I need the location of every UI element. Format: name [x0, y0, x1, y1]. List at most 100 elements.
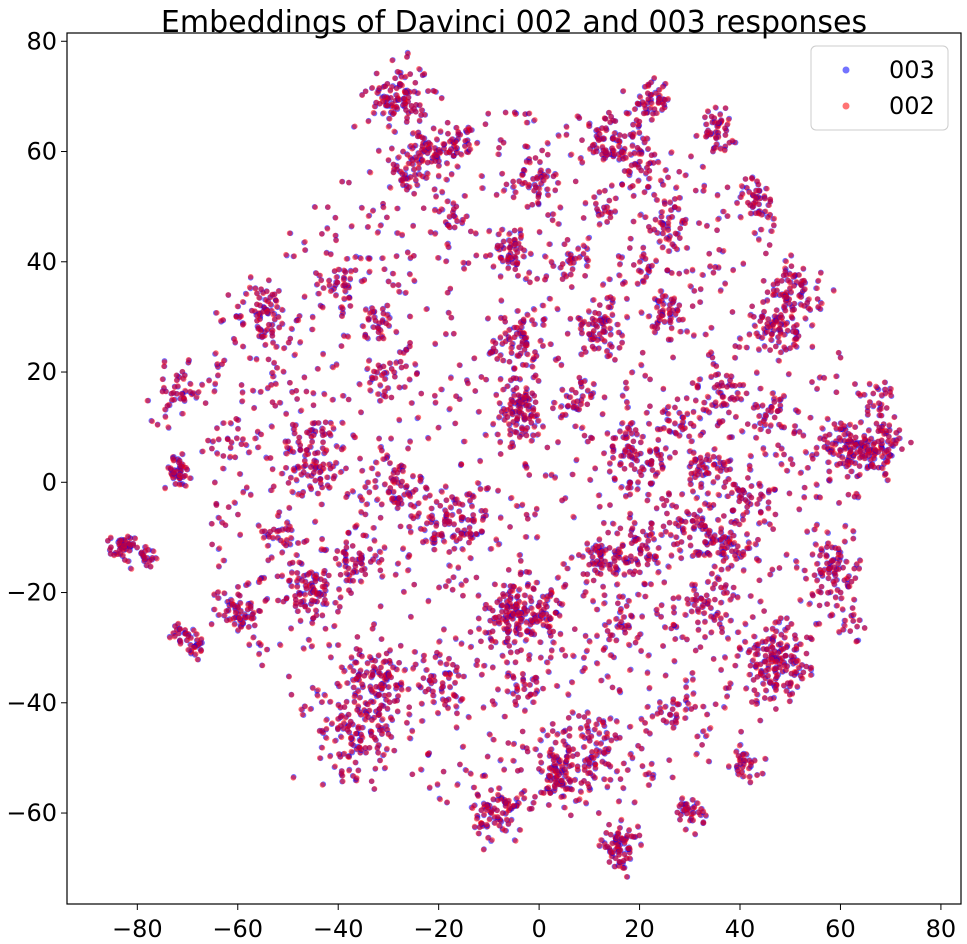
point-002 [225, 504, 232, 510]
point-002 [296, 559, 302, 566]
point-002 [440, 768, 447, 775]
point-002 [555, 574, 562, 581]
point-002 [435, 425, 442, 431]
point-002 [258, 286, 264, 292]
point-002 [239, 343, 246, 350]
point-002 [545, 212, 551, 218]
point-002 [660, 385, 667, 392]
point-002 [367, 387, 373, 393]
point-002 [581, 654, 587, 661]
point-002 [645, 782, 652, 788]
point-002 [807, 415, 813, 421]
point-002 [170, 456, 176, 462]
point-002 [497, 352, 503, 359]
point-002 [447, 285, 454, 292]
point-002 [245, 624, 252, 630]
y-tick-label: 0 [42, 468, 57, 496]
point-002 [443, 176, 449, 183]
point-002 [319, 231, 325, 237]
point-002 [814, 385, 820, 392]
point-002 [289, 389, 296, 396]
point-002 [620, 785, 626, 791]
point-002 [425, 88, 432, 94]
point-002 [235, 426, 241, 432]
point-002 [283, 411, 290, 418]
point-002 [368, 686, 375, 693]
point-002 [507, 427, 513, 433]
point-002 [128, 566, 135, 572]
point-002 [228, 439, 235, 445]
point-002 [727, 597, 733, 603]
point-002 [803, 576, 810, 582]
point-002 [523, 511, 530, 518]
point-002 [835, 349, 842, 356]
point-002 [395, 500, 401, 507]
point-002 [355, 673, 362, 679]
point-002 [316, 290, 322, 297]
point-002 [390, 477, 397, 483]
point-002 [644, 670, 651, 677]
point-002 [439, 683, 446, 690]
point-002 [502, 713, 509, 720]
point-002 [424, 174, 430, 181]
point-002 [821, 375, 828, 381]
point-002 [336, 603, 343, 610]
point-002 [776, 565, 783, 571]
point-002 [352, 730, 359, 737]
point-002 [433, 498, 440, 505]
point-002 [678, 539, 684, 545]
point-002 [410, 472, 416, 479]
point-002 [813, 542, 819, 548]
point-002 [779, 461, 785, 468]
point-002 [658, 602, 665, 609]
point-002 [148, 563, 154, 570]
point-002 [446, 310, 452, 316]
point-002 [432, 231, 438, 237]
point-002 [430, 692, 436, 699]
point-002 [438, 386, 444, 393]
point-002 [352, 560, 359, 567]
point-002 [687, 283, 693, 289]
point-002 [376, 85, 383, 91]
point-002 [322, 419, 329, 426]
point-002 [555, 439, 561, 445]
point-002 [455, 673, 462, 679]
point-002 [328, 251, 334, 258]
point-002 [296, 592, 303, 598]
point-002 [225, 292, 231, 298]
point-002 [570, 513, 576, 520]
point-002 [526, 656, 532, 663]
x-tick-label: 40 [725, 915, 756, 943]
point-002 [653, 505, 660, 511]
point-002 [609, 311, 616, 318]
point-002 [231, 621, 238, 628]
point-002 [362, 744, 369, 751]
point-002 [267, 528, 274, 535]
point-002 [344, 680, 350, 686]
point-002 [177, 626, 183, 632]
point-002 [432, 392, 438, 399]
point-002 [756, 237, 762, 243]
point-002 [337, 572, 344, 578]
point-002 [411, 191, 418, 197]
point-002 [833, 373, 839, 380]
point-002 [219, 361, 226, 367]
point-002 [339, 313, 346, 320]
point-002 [214, 451, 221, 457]
point-002 [238, 382, 245, 389]
point-002 [275, 288, 282, 295]
point-002 [796, 506, 802, 512]
point-002 [252, 285, 259, 292]
point-002 [220, 453, 227, 459]
point-002 [665, 411, 672, 417]
point-002 [378, 702, 384, 709]
point-002 [327, 753, 333, 760]
point-002 [515, 272, 522, 279]
point-002 [768, 422, 774, 428]
point-002 [372, 484, 378, 491]
point-002 [301, 539, 308, 545]
point-002 [235, 417, 241, 424]
point-002 [318, 576, 324, 582]
point-002 [504, 688, 511, 694]
point-002 [497, 515, 504, 521]
